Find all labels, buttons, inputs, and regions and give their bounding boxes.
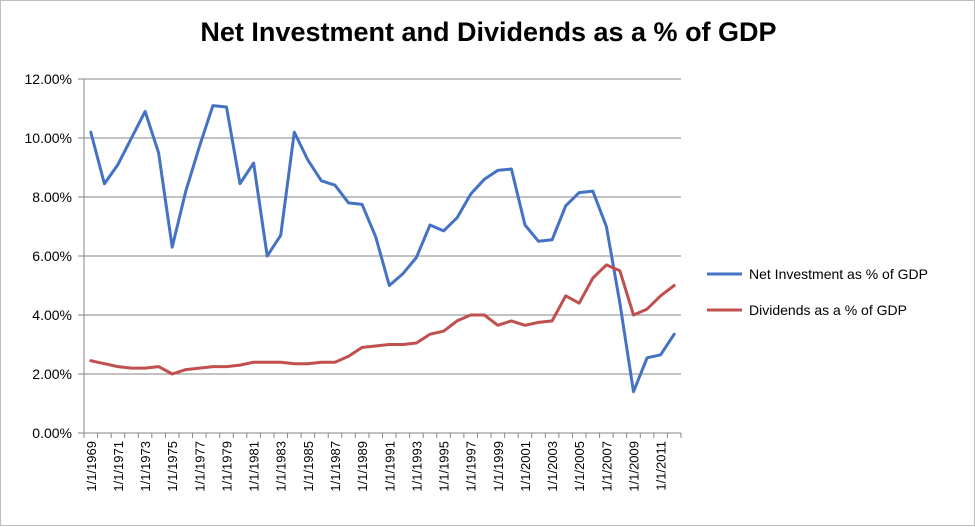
x-tick-label: 1/1/1995 — [437, 441, 452, 492]
y-tick-label: 12.00% — [25, 71, 72, 87]
x-tick-label: 1/1/1999 — [491, 441, 506, 492]
x-tick-label: 1/1/1977 — [192, 441, 207, 492]
legend-label-2: Dividends as a % of GDP — [749, 302, 907, 318]
y-tick-label: 0.00% — [32, 425, 72, 441]
x-tick-label: 1/1/1975 — [165, 441, 180, 492]
x-tick-label: 1/1/2003 — [545, 441, 560, 492]
chart-title: Net Investment and Dividends as a % of G… — [200, 17, 777, 47]
x-tick-label: 1/1/2005 — [572, 441, 587, 492]
x-tick-label: 1/1/2001 — [518, 441, 533, 492]
series-line-1 — [89, 104, 676, 394]
x-tick-label: 1/1/1969 — [84, 441, 99, 492]
legend-label-1: Net Investment as % of GDP — [749, 266, 928, 282]
x-tick-label: 1/1/2011 — [654, 441, 669, 491]
y-tick-label: 10.00% — [25, 130, 72, 146]
y-tick-label: 6.00% — [32, 248, 72, 264]
x-tick-label: 1/1/1991 — [382, 441, 397, 492]
x-tick-label: 1/1/1987 — [328, 441, 343, 492]
x-tick-label: 1/1/1981 — [247, 441, 262, 492]
x-tick-label: 1/1/1997 — [464, 441, 479, 492]
x-tick-label: 1/1/1979 — [219, 441, 234, 492]
x-tick-label: 1/1/1985 — [301, 441, 316, 492]
series-line-2 — [89, 263, 676, 376]
y-tick-label: 2.00% — [32, 366, 72, 382]
x-tick-label: 1/1/2007 — [599, 441, 614, 492]
x-tick-label: 1/1/1973 — [138, 441, 153, 492]
x-tick-label: 1/1/1983 — [274, 441, 289, 492]
y-tick-label: 4.00% — [32, 307, 72, 323]
y-tick-label: 8.00% — [32, 189, 72, 205]
x-tick-label: 1/1/1993 — [409, 441, 424, 492]
x-tick-label: 1/1/2009 — [627, 441, 642, 492]
x-tick-label: 1/1/1971 — [111, 441, 126, 492]
x-tick-label: 1/1/1989 — [355, 441, 370, 492]
